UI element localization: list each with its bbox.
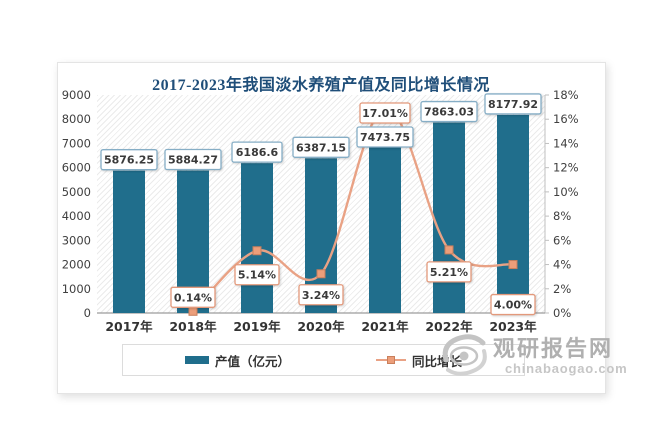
x-axis-label: 2022年 (425, 319, 473, 334)
bar (433, 122, 465, 313)
left-axis-label: 7000 (62, 136, 91, 150)
left-axis-label: 9000 (62, 88, 91, 102)
left-axis-label: 2000 (62, 258, 91, 272)
bar-value-label-box (484, 93, 542, 115)
legend-item-yoy-growth: 同比增长 (376, 351, 462, 370)
line-marker (316, 269, 326, 279)
right-axis-label: 12% (553, 161, 579, 175)
left-axis-label: 3000 (62, 233, 91, 247)
growth-value-label: 17.01% (362, 107, 408, 120)
legend-label-yoy-growth: 同比增长 (412, 354, 463, 369)
bar-value-label: 6186.6 (236, 146, 279, 159)
bar-value-label: 7863.03 (424, 106, 474, 119)
bar-value-label-box (420, 100, 478, 123)
x-axis-label: 2023年 (489, 319, 537, 334)
left-axis-label: 6000 (62, 161, 91, 175)
growth-value-label-box (426, 261, 472, 283)
right-axis-label: 16% (553, 112, 579, 126)
legend-label-output-value: 产值（亿元） (214, 354, 290, 369)
right-axis-label: 6% (553, 233, 571, 247)
x-axis-label: 2021年 (361, 319, 409, 334)
right-axis-label: 2% (553, 282, 571, 296)
growth-value-label-box (359, 102, 411, 124)
growth-value-label: 5.14% (238, 269, 276, 282)
left-axis-label: 5000 (62, 185, 91, 199)
right-axis-label: 4% (553, 258, 571, 272)
line-marker (188, 306, 198, 316)
bar-value-label: 5884.27 (168, 153, 218, 166)
bar-value-label: 6387.15 (296, 141, 346, 154)
line-marker (444, 245, 454, 255)
growth-value-label: 5.21% (430, 266, 468, 279)
bar-value-label-box (100, 149, 158, 171)
right-axis-label: 0% (553, 306, 571, 320)
watermark-eye-logo-icon (442, 334, 487, 376)
legend: 产值（亿元） 同比增长 (122, 344, 525, 376)
x-axis-label: 2018年 (169, 319, 217, 334)
left-axis-label: 0 (84, 306, 91, 320)
watermark: 观研报告网 chinabaogao.com (438, 330, 628, 382)
bar-value-label-box (292, 136, 350, 158)
watermark-text: 观研报告网 chinabaogao.com (493, 336, 628, 375)
growth-value-label: 4.00% (494, 299, 532, 312)
watermark-domain: chinabaogao.com (505, 360, 628, 376)
growth-value-label-box (170, 286, 216, 308)
legend-item-output-value: 产值（亿元） (184, 351, 290, 370)
left-axis-label: 4000 (62, 209, 91, 223)
bar-value-label-box (356, 126, 414, 148)
growth-value-label-box (234, 264, 280, 286)
chart-title: 2017-2023年我国淡水养殖产值及同比增长情况 (152, 77, 490, 94)
growth-value-label-box (490, 293, 536, 316)
growth-value-label: 3.24% (302, 289, 340, 302)
right-axis-label: 10% (553, 185, 579, 199)
x-axis-label: 2020年 (297, 319, 345, 334)
right-axis-label: 18% (553, 88, 579, 102)
x-axis-label: 2019年 (233, 319, 281, 334)
growth-value-label-box (298, 284, 344, 306)
left-axis-label: 1000 (62, 282, 91, 296)
line-marker (508, 260, 518, 270)
bar-value-label-box (164, 148, 222, 171)
bar-value-label: 7473.75 (360, 131, 410, 144)
bar (113, 170, 145, 313)
bar-value-label: 5876.25 (104, 154, 154, 167)
bar-value-label: 8177.92 (488, 98, 538, 111)
bar (369, 131, 401, 313)
bar-series-swatch-icon (184, 356, 209, 364)
growth-value-label: 0.14% (174, 291, 212, 304)
line-series-swatch-icon (376, 356, 406, 365)
line-marker (252, 246, 262, 256)
bar-value-label-box (231, 141, 283, 163)
watermark-name: 观研报告网 (493, 336, 614, 362)
bar (241, 163, 273, 313)
x-axis-label: 2017年 (105, 319, 153, 334)
right-axis-label: 8% (553, 209, 571, 223)
right-axis-label: 14% (553, 136, 579, 150)
bar (497, 114, 529, 314)
left-axis-label: 8000 (62, 112, 91, 126)
